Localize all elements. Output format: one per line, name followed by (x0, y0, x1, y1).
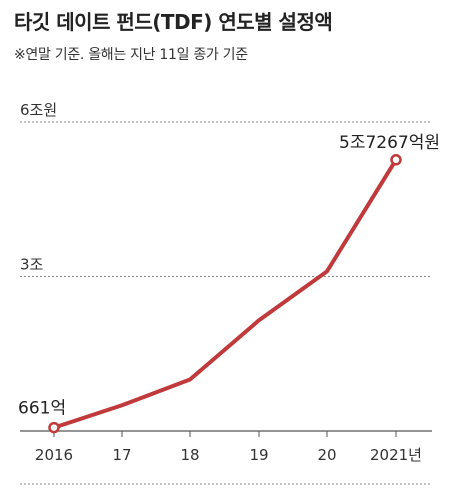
series-polyline (52, 157, 398, 430)
chart-title: 타깃 데이트 펀드(TDF) 연도별 설정액 (14, 10, 333, 34)
x-tick-label: 2021년 (370, 446, 422, 464)
series-line (52, 157, 398, 430)
data-label: 5조7267억원 (339, 133, 440, 153)
y-tick-labels: 3조 6조원 (20, 101, 57, 274)
x-tick-label: 18 (180, 446, 199, 464)
x-tick-label: 20 (317, 446, 336, 464)
y-tick-label: 6조원 (20, 101, 57, 119)
chart-subtitle: ※연말 기준. 올해는 지난 11일 종가 기준 (14, 47, 248, 63)
data-annotations: 661억 5조7267억원 (18, 133, 440, 419)
data-label: 661억 (18, 399, 66, 419)
gridlines (20, 121, 432, 277)
y-tick-label: 3조 (20, 256, 44, 274)
data-point (48, 421, 60, 434)
x-axis (20, 430, 432, 485)
data-markers (48, 154, 402, 434)
data-point (390, 154, 402, 166)
x-tick-label: 2016 (35, 446, 73, 464)
x-tick-label: 19 (249, 446, 268, 464)
x-tick-label: 17 (112, 446, 131, 464)
x-tick-labels: 2016 17 18 19 20 2021년 (35, 446, 422, 464)
